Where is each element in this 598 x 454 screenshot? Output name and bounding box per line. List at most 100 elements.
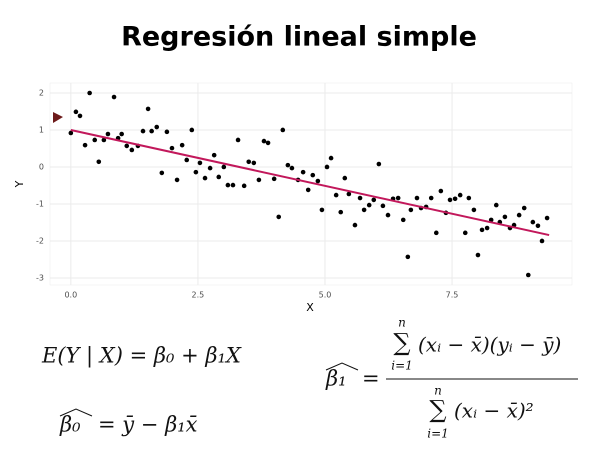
point: [433, 230, 439, 236]
point: [289, 165, 295, 171]
point: [184, 157, 190, 163]
point: [216, 174, 222, 180]
formula-beta0-rhs: = ȳ − β₁x̄: [98, 413, 198, 437]
point: [230, 182, 236, 188]
point: [169, 145, 175, 151]
point: [408, 207, 414, 213]
point: [77, 113, 83, 119]
denominator-expr: (xᵢ − x̄)²: [454, 399, 534, 423]
x-tick-label: 5.0: [319, 291, 332, 300]
point: [179, 142, 185, 148]
point: [101, 137, 107, 143]
point: [544, 215, 550, 221]
point: [207, 165, 213, 171]
formula-beta0-lhs: β₀: [59, 413, 81, 437]
point: [457, 192, 463, 198]
x-tick-label: 2.5: [192, 291, 205, 300]
point: [276, 214, 282, 220]
point: [380, 203, 386, 209]
sum-symbol: ∑: [393, 329, 410, 357]
slide-title: Regresión lineal simple: [121, 22, 477, 53]
point: [471, 207, 477, 213]
point: [428, 195, 434, 201]
point: [174, 177, 180, 183]
y-tick-label: -3: [36, 273, 44, 282]
y-tick-label: -1: [36, 199, 44, 208]
x-axis-label: X: [306, 301, 314, 314]
point: [466, 195, 472, 201]
point: [319, 207, 325, 213]
point: [539, 238, 545, 244]
point: [361, 207, 367, 213]
point: [338, 209, 344, 215]
numerator-expr: (xᵢ − x̄)(yᵢ − ȳ): [418, 333, 561, 357]
point: [346, 191, 352, 197]
y-axis-label: Y: [13, 180, 26, 188]
sum-symbol: ∑: [429, 396, 446, 424]
point: [159, 170, 165, 176]
point: [385, 212, 391, 218]
point: [189, 127, 195, 133]
point: [462, 230, 468, 236]
point: [521, 205, 527, 211]
point: [305, 187, 311, 193]
point: [479, 227, 485, 233]
point: [197, 160, 203, 166]
sum-upper: n: [434, 384, 442, 398]
point: [333, 192, 339, 198]
x-tick-label: 0.0: [64, 291, 77, 300]
point: [488, 217, 494, 223]
y-tick-label: -2: [36, 236, 44, 245]
point: [211, 152, 217, 158]
plot-panel: [49, 82, 573, 286]
point: [400, 217, 406, 223]
point: [164, 129, 170, 135]
point: [371, 197, 377, 203]
sum-lower: i=1: [427, 427, 449, 441]
point: [502, 214, 508, 220]
point: [87, 90, 92, 96]
formula-expectation: E(Y | X) = β₀ + β₁X: [41, 344, 242, 369]
point: [414, 195, 420, 201]
point: [68, 130, 74, 136]
point: [265, 140, 271, 146]
sum-upper: n: [398, 316, 406, 330]
point: [280, 127, 286, 133]
point: [324, 164, 330, 170]
point: [315, 178, 321, 184]
point: [357, 195, 363, 201]
point: [119, 131, 124, 137]
y-tick-label: 0: [39, 162, 44, 171]
point: [145, 106, 151, 112]
chart: -3 -2 -1 0 1 2 0.0 2.5 5.0 7.5: [36, 82, 573, 300]
point: [221, 164, 227, 170]
point: [342, 175, 348, 181]
point: [124, 143, 130, 149]
point: [251, 160, 257, 166]
point: [82, 142, 88, 148]
point: [530, 219, 536, 225]
point: [438, 188, 444, 194]
point: [193, 169, 199, 175]
sum-lower: i=1: [391, 359, 413, 373]
point: [285, 162, 291, 168]
point: [525, 272, 531, 278]
point: [154, 124, 160, 130]
formula-equals: =: [362, 367, 380, 391]
point: [96, 159, 102, 165]
point: [493, 202, 499, 208]
point: [140, 128, 146, 134]
y-tick-label: 2: [39, 88, 44, 97]
point: [328, 155, 334, 161]
fit-line: [70, 129, 550, 237]
point: [225, 182, 231, 188]
point: [452, 196, 458, 202]
point: [256, 177, 262, 183]
point: [516, 212, 522, 218]
formula-beta1-lhs: β₁: [325, 367, 347, 391]
point: [261, 138, 267, 144]
point: [235, 137, 241, 143]
point: [352, 222, 358, 228]
point: [111, 94, 117, 100]
